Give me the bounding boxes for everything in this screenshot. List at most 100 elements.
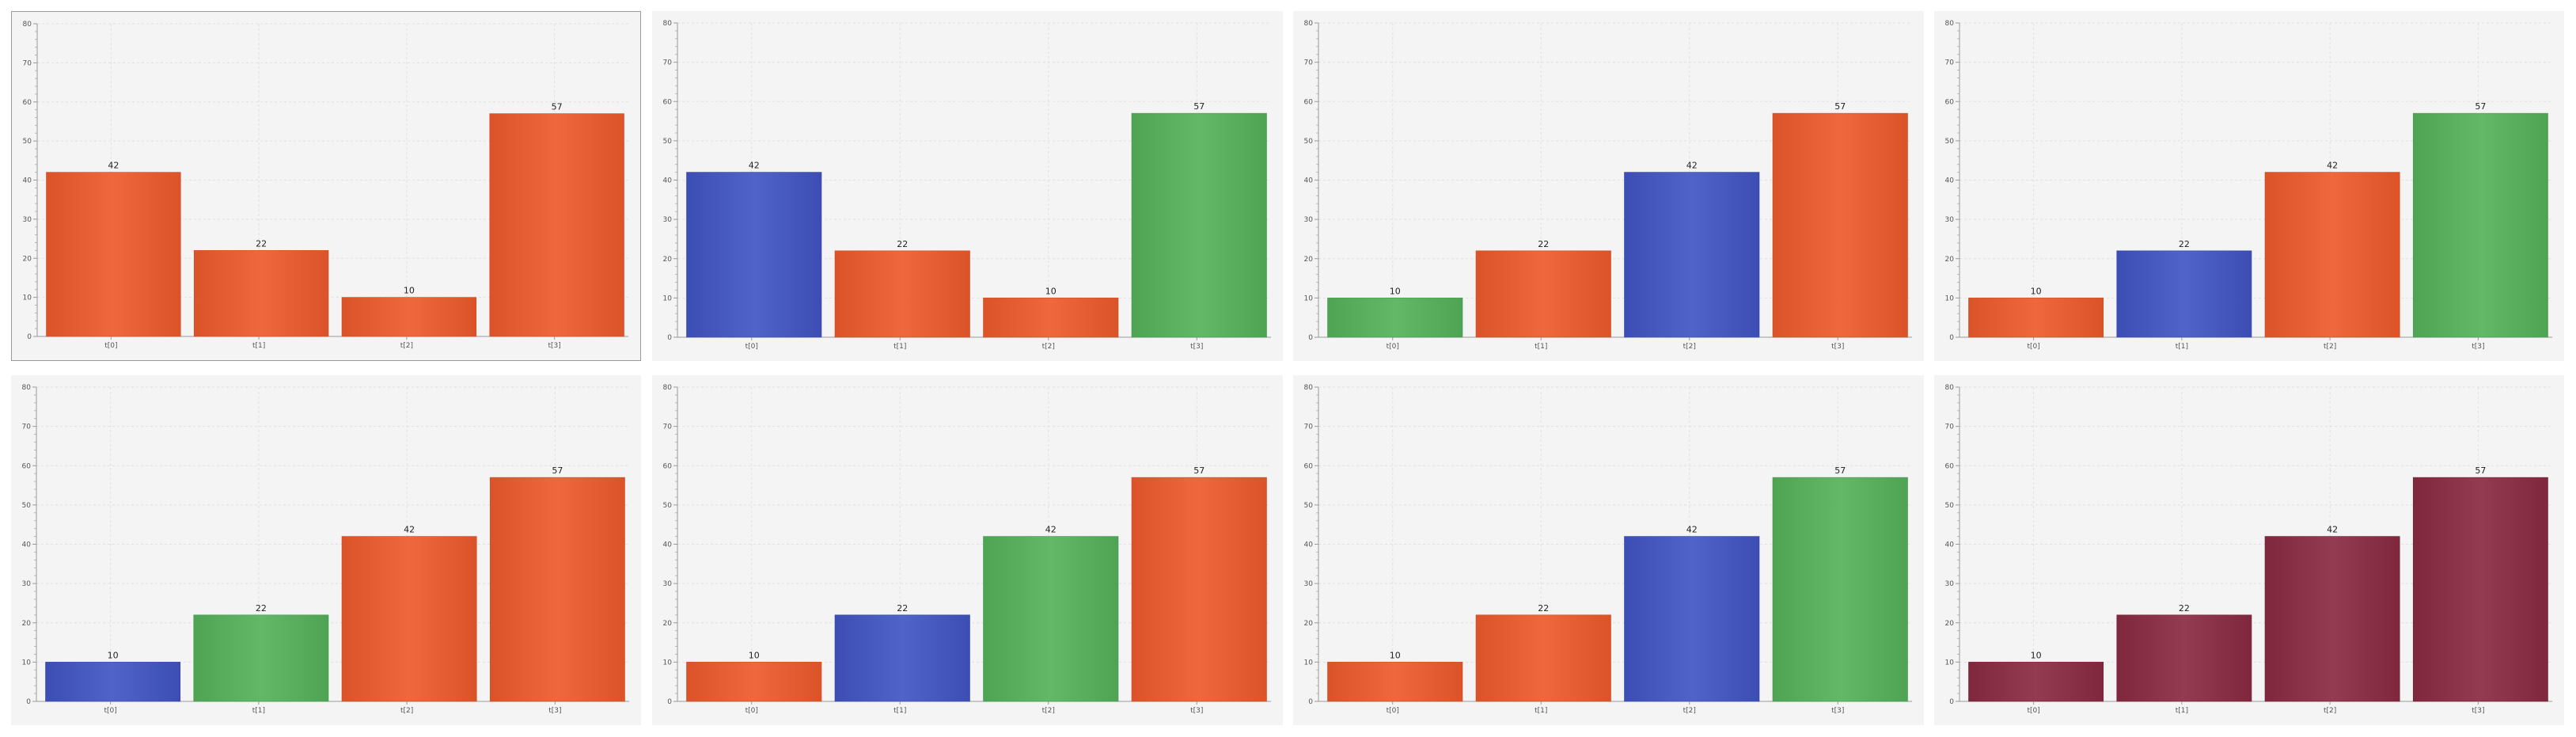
chart-svg: 0 10 20 30 40 50 60 70 80 10 t[0] 22 t[1] 42 t[2] 57 t[3… — [1304, 384, 1912, 715]
y-tick-label: 30 — [1945, 216, 1955, 224]
bar — [1624, 536, 1760, 702]
bar-value-label: 10 — [404, 286, 415, 296]
y-tick-label: 50 — [1945, 502, 1955, 510]
y-tick-label: 20 — [22, 620, 32, 628]
y-tick-label: 60 — [1945, 98, 1955, 106]
y-tick-label: 60 — [663, 462, 673, 470]
x-tick-label: t[2] — [1042, 343, 1055, 351]
y-tick-label: 50 — [663, 502, 673, 510]
chart-svg: 0 10 20 30 40 50 60 70 80 10 t[0] 22 t[1] 42 t[2] 57 t[3… — [663, 384, 1271, 715]
y-tick-label: 20 — [663, 620, 673, 628]
x-tick-label: t[1] — [1535, 343, 1547, 351]
y-tick-label: 30 — [663, 216, 673, 224]
chart-svg: 0 10 20 30 40 50 60 70 80 10 t[0] 22 t[1] 42 t[2] 57 t[3… — [1304, 20, 1912, 351]
y-tick-label: 20 — [23, 255, 32, 263]
y-tick-label: 70 — [663, 59, 673, 67]
x-tick-label: t[1] — [893, 343, 906, 351]
bar-chart-5: 0 10 20 30 40 50 60 70 80 10 t[0] 22 t[1] 42 t[2] 57 t[3… — [11, 375, 641, 725]
y-tick-label: 40 — [1945, 541, 1955, 549]
bar-value-label: 42 — [1686, 161, 1698, 171]
y-tick-label: 60 — [22, 462, 32, 470]
x-tick-label: t[2] — [1683, 343, 1696, 351]
bar-value-label: 57 — [1834, 465, 1846, 476]
x-tick-label: t[1] — [252, 342, 265, 350]
y-tick-label: 80 — [22, 384, 32, 392]
x-tick-label: t[0] — [2027, 707, 2039, 715]
x-tick-label: t[1] — [2176, 343, 2188, 351]
y-tick-label: 10 — [1945, 294, 1955, 302]
x-tick-label: t[0] — [745, 707, 758, 715]
y-tick-label: 40 — [22, 541, 32, 549]
bar-value-label: 42 — [2327, 525, 2338, 535]
y-tick-label: 0 — [667, 334, 672, 342]
bar — [489, 477, 625, 702]
bar-value-label: 22 — [2179, 603, 2190, 614]
y-tick-label: 80 — [1945, 20, 1955, 28]
bar — [834, 614, 970, 702]
bar — [1475, 614, 1611, 702]
x-tick-label: t[3] — [2472, 707, 2484, 715]
bar-value-label: 57 — [552, 102, 563, 112]
x-tick-label: t[1] — [252, 707, 265, 715]
bar — [1624, 172, 1760, 338]
bar — [341, 297, 477, 337]
bar — [45, 662, 181, 702]
y-tick-label: 40 — [1304, 177, 1314, 185]
chart-svg: 0 10 20 30 40 50 60 70 80 42 t[0] 22 t[1] 10 t[2] 57 t[3… — [23, 21, 628, 350]
bar — [1327, 298, 1463, 338]
bar-value-label: 42 — [1045, 525, 1057, 535]
chart-svg: 0 10 20 30 40 50 60 70 80 42 t[0] 22 t[1] 10 t[2] 57 t[3… — [663, 20, 1271, 351]
y-tick-label: 50 — [1304, 502, 1314, 510]
y-tick-label: 80 — [23, 21, 32, 28]
bar-value-label: 57 — [552, 465, 563, 476]
bar — [2116, 250, 2252, 338]
chart-svg: 0 10 20 30 40 50 60 70 80 10 t[0] 22 t[1] 42 t[2] 57 t[3… — [22, 384, 629, 715]
bar — [983, 536, 1119, 702]
y-tick-label: 20 — [1304, 256, 1314, 264]
y-tick-label: 10 — [663, 659, 673, 667]
y-tick-label: 80 — [1304, 20, 1314, 28]
x-tick-label: t[0] — [1387, 343, 1399, 351]
x-tick-label: t[3] — [1190, 343, 1203, 351]
x-tick-label: t[3] — [548, 707, 561, 715]
y-tick-label: 70 — [1304, 59, 1314, 67]
x-tick-label: t[1] — [893, 707, 906, 715]
bar-chart-6: 0 10 20 30 40 50 60 70 80 10 t[0] 22 t[1] 42 t[2] 57 t[3… — [652, 375, 1283, 725]
chart-svg: 0 10 20 30 40 50 60 70 80 10 t[0] 22 t[1] 42 t[2] 57 t[3… — [1945, 20, 2552, 351]
bar-value-label: 42 — [108, 161, 119, 171]
y-tick-label: 0 — [667, 698, 672, 706]
y-tick-label: 40 — [1945, 177, 1955, 185]
y-tick-label: 30 — [1304, 580, 1314, 588]
bar-value-label: 22 — [1538, 239, 1549, 249]
bar-value-label: 22 — [1538, 603, 1549, 614]
bar — [2264, 536, 2400, 702]
bar-value-label: 10 — [1390, 650, 1401, 660]
bar-chart-3: 0 10 20 30 40 50 60 70 80 10 t[0] 22 t[1] 42 t[2] 57 t[3… — [1293, 11, 1924, 361]
bar-value-label: 10 — [1045, 286, 1057, 296]
x-tick-label: t[0] — [1387, 707, 1399, 715]
bar-value-label: 22 — [897, 603, 908, 614]
y-tick-label: 10 — [22, 659, 32, 667]
bar-value-label: 10 — [1390, 286, 1401, 296]
bar — [1968, 298, 2104, 338]
x-tick-label: t[0] — [2027, 343, 2039, 351]
y-tick-label: 70 — [22, 424, 32, 431]
y-tick-label: 20 — [663, 256, 673, 264]
y-tick-label: 10 — [1945, 659, 1955, 667]
y-tick-label: 50 — [1945, 138, 1955, 146]
x-tick-label: t[1] — [1535, 707, 1547, 715]
bar — [489, 113, 624, 337]
x-tick-label: t[2] — [1683, 707, 1696, 715]
bar-value-label: 10 — [2031, 286, 2042, 296]
y-tick-label: 10 — [1304, 294, 1314, 302]
bar-value-label: 57 — [2475, 101, 2486, 112]
y-tick-label: 40 — [1304, 541, 1314, 549]
y-tick-label: 0 — [26, 698, 31, 706]
x-tick-label: t[2] — [400, 707, 413, 715]
bar-value-label: 22 — [2179, 239, 2190, 249]
bar-chart-2: 0 10 20 30 40 50 60 70 80 42 t[0] 22 t[1] 10 t[2] 57 t[3… — [652, 11, 1283, 361]
x-tick-label: t[3] — [548, 342, 560, 350]
x-tick-label: t[2] — [2324, 707, 2336, 715]
bar-value-label: 42 — [2327, 161, 2338, 171]
bar-value-label: 42 — [404, 525, 415, 535]
